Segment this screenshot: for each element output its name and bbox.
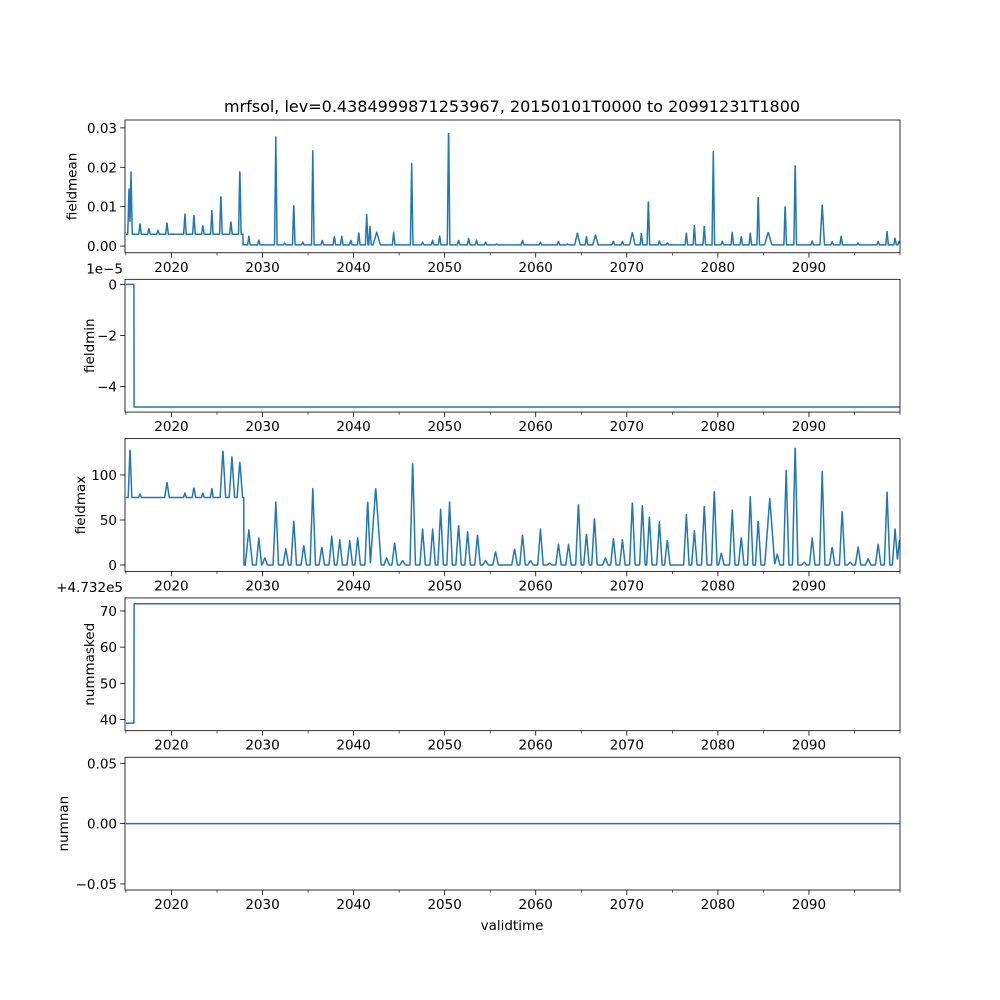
y-axis-label-numnan: numnan bbox=[56, 796, 72, 852]
y-tick-label: 60 bbox=[100, 640, 117, 656]
x-tick-label: 2070 bbox=[610, 260, 644, 276]
fieldmin-series-line bbox=[125, 283, 900, 408]
axes-frame bbox=[124, 438, 901, 572]
x-tick-label: 2080 bbox=[701, 419, 735, 435]
x-tick-label: 2030 bbox=[245, 578, 279, 594]
fieldmax-series-line bbox=[125, 447, 900, 566]
y-tick-label: 40 bbox=[100, 712, 117, 728]
axes-frame bbox=[124, 597, 901, 732]
chart-title: mrfsol, lev=0.4384999871253967, 20150101… bbox=[224, 97, 800, 116]
x-tick-label: 2020 bbox=[154, 897, 188, 913]
x-tick-label: 2030 bbox=[245, 260, 279, 276]
y-tick-label: 0.02 bbox=[87, 160, 117, 176]
x-tick-label: 2050 bbox=[427, 578, 461, 594]
y-tick-label: −4 bbox=[97, 380, 117, 396]
x-tick-label: 2030 bbox=[245, 897, 279, 913]
y-tick-label: 70 bbox=[100, 604, 117, 620]
x-tick-label: 2050 bbox=[427, 897, 461, 913]
y-tick-label: 0.00 bbox=[87, 817, 117, 833]
x-tick-label: 2080 bbox=[701, 578, 735, 594]
y-offset-text: 1e−5 bbox=[86, 261, 123, 277]
y-axis-label-fieldmin: fieldmin bbox=[82, 318, 98, 373]
x-tick-label: 2080 bbox=[701, 260, 735, 276]
y-offset-text: +4.732e5 bbox=[56, 580, 123, 596]
x-tick-label: 2070 bbox=[610, 578, 644, 594]
x-tick-label: 2070 bbox=[610, 738, 644, 754]
x-tick-label: 2040 bbox=[336, 260, 370, 276]
x-tick-label: 2020 bbox=[154, 419, 188, 435]
x-tick-label: 2030 bbox=[245, 738, 279, 754]
x-tick-label: 2070 bbox=[610, 419, 644, 435]
y-tick-label: 100 bbox=[91, 468, 117, 484]
x-tick-label: 2090 bbox=[792, 578, 826, 594]
y-tick-label: 0.05 bbox=[87, 756, 117, 772]
nummasked-series-line bbox=[125, 602, 900, 724]
x-tick-label: 2090 bbox=[792, 738, 826, 754]
y-tick-label: 0 bbox=[108, 277, 117, 293]
y-tick-label: 0.03 bbox=[87, 121, 117, 137]
y-axis-label-fieldmean: fieldmean bbox=[65, 153, 81, 220]
y-tick-label: −2 bbox=[97, 328, 117, 344]
subplot-fieldmax: 2020 2030 2040 2050 2060 2070 2080 2090 0 50 100fi… bbox=[73, 438, 901, 594]
y-tick-label: 0.00 bbox=[87, 239, 117, 255]
x-tick-label: 2040 bbox=[336, 578, 370, 594]
x-tick-label: 2080 bbox=[701, 738, 735, 754]
axes-frame bbox=[124, 119, 901, 254]
x-tick-label: 2090 bbox=[792, 419, 826, 435]
x-tick-label: 2040 bbox=[336, 419, 370, 435]
x-tick-label: 2060 bbox=[519, 578, 553, 594]
x-tick-label: 2060 bbox=[519, 897, 553, 913]
y-tick-label: 50 bbox=[100, 513, 117, 529]
subplot-numnan: 2020 2030 2040 2050 2060 2070 2080 2090 −0.05 0.0… bbox=[56, 756, 901, 913]
x-tick-label: 2090 bbox=[792, 897, 826, 913]
subplot-fieldmin: 2020 2030 2040 2050 2060 2070 2080 2090 0 −2 −4 fie… bbox=[82, 261, 901, 435]
x-tick-label: 2050 bbox=[427, 738, 461, 754]
x-axis-label: validtime bbox=[481, 918, 544, 934]
y-tick-label: 0.01 bbox=[87, 200, 117, 216]
x-tick-label: 2080 bbox=[701, 897, 735, 913]
y-tick-label: −0.05 bbox=[76, 877, 117, 893]
x-tick-label: 2020 bbox=[154, 738, 188, 754]
fieldmean-series-line bbox=[125, 132, 900, 246]
x-tick-label: 2020 bbox=[154, 578, 188, 594]
subplot-nummasked: 2020 2030 2040 2050 2060 2070 2080 2090 40 50 60 70… bbox=[56, 580, 901, 754]
subplots: 2020 2030 2040 2050 2060 2070 2080 2090 0.00 0.01… bbox=[56, 119, 901, 913]
x-tick-label: 2040 bbox=[336, 897, 370, 913]
y-axis-label-nummasked: nummasked bbox=[82, 623, 98, 706]
x-tick-label: 2060 bbox=[519, 260, 553, 276]
y-axis-label-fieldmax: fieldmax bbox=[73, 476, 89, 535]
x-tick-label: 2050 bbox=[427, 419, 461, 435]
y-tick-label: 0 bbox=[108, 558, 117, 574]
x-tick-label: 2050 bbox=[427, 260, 461, 276]
x-tick-label: 2030 bbox=[245, 419, 279, 435]
x-tick-label: 2060 bbox=[519, 738, 553, 754]
subplot-fieldmean: 2020 2030 2040 2050 2060 2070 2080 2090 0.00 0.01… bbox=[65, 119, 901, 276]
x-tick-label: 2060 bbox=[519, 419, 553, 435]
x-tick-label: 2040 bbox=[336, 738, 370, 754]
axes-frame bbox=[124, 278, 901, 413]
x-tick-label: 2070 bbox=[610, 897, 644, 913]
y-tick-label: 50 bbox=[100, 676, 117, 692]
x-tick-label: 2020 bbox=[154, 260, 188, 276]
x-tick-label: 2090 bbox=[792, 260, 826, 276]
